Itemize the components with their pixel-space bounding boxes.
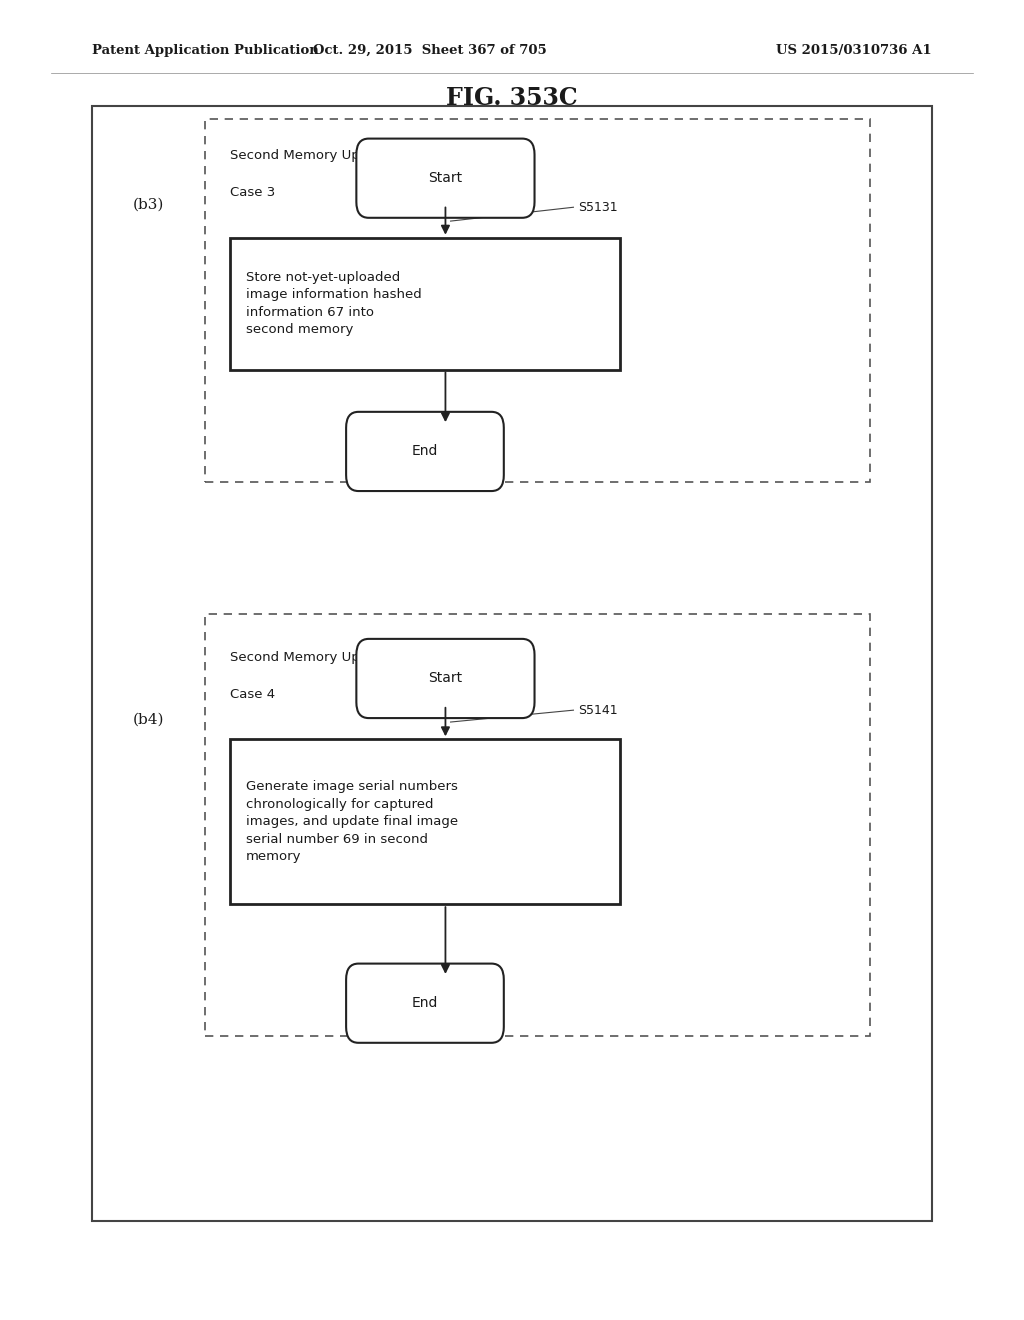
FancyBboxPatch shape: [356, 639, 535, 718]
Text: US 2015/0310736 A1: US 2015/0310736 A1: [776, 44, 932, 57]
FancyBboxPatch shape: [230, 739, 620, 904]
Text: Patent Application Publication: Patent Application Publication: [92, 44, 318, 57]
FancyBboxPatch shape: [346, 964, 504, 1043]
Text: Case 3: Case 3: [230, 186, 275, 199]
Text: (b4): (b4): [133, 713, 164, 726]
Text: (b3): (b3): [133, 198, 164, 211]
Text: S5141: S5141: [579, 704, 618, 717]
Text: FIG. 353C: FIG. 353C: [446, 86, 578, 110]
Text: Second Memory Updating Process:: Second Memory Updating Process:: [230, 651, 462, 664]
Text: S5131: S5131: [579, 201, 618, 214]
Text: Generate image serial numbers
chronologically for captured
images, and update fi: Generate image serial numbers chronologi…: [246, 780, 458, 863]
Text: Start: Start: [428, 172, 463, 185]
Text: End: End: [412, 445, 438, 458]
Text: Case 4: Case 4: [230, 688, 275, 701]
FancyBboxPatch shape: [346, 412, 504, 491]
Text: Start: Start: [428, 672, 463, 685]
Text: End: End: [412, 997, 438, 1010]
Text: Second Memory Updating Process:: Second Memory Updating Process:: [230, 149, 462, 162]
FancyBboxPatch shape: [356, 139, 535, 218]
FancyBboxPatch shape: [230, 238, 620, 370]
Text: Store not-yet-uploaded
image information hashed
information 67 into
second memor: Store not-yet-uploaded image information…: [246, 271, 422, 337]
Text: Oct. 29, 2015  Sheet 367 of 705: Oct. 29, 2015 Sheet 367 of 705: [313, 44, 547, 57]
